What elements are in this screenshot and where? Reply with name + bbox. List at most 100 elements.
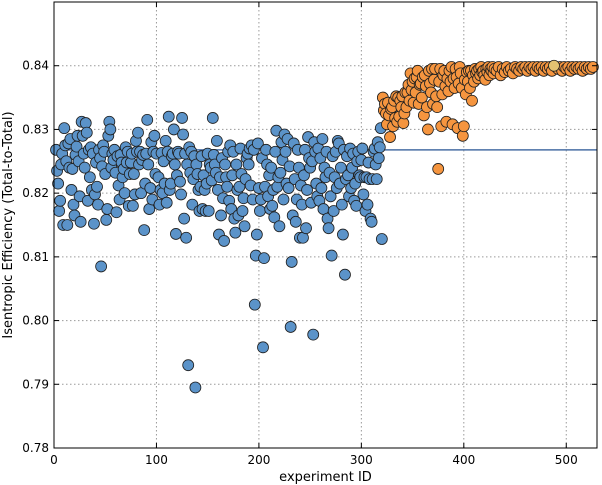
series-1-point (242, 158, 255, 171)
series-1-point (160, 196, 173, 209)
series-1-point (221, 180, 234, 193)
series-2-point (431, 101, 444, 114)
y-tick-label: 0.79 (22, 377, 49, 391)
series-2-point (432, 163, 445, 175)
series-1-point (356, 142, 369, 155)
series-2-point (422, 123, 434, 136)
series-1-point (210, 134, 223, 147)
series-1-point (325, 249, 338, 262)
x-tick-label: 100 (145, 453, 168, 467)
series-1-point (324, 190, 337, 203)
series-1-point (189, 381, 202, 394)
series-1-point (180, 231, 193, 244)
x-tick-label: 400 (452, 453, 475, 467)
series-1-point (118, 187, 131, 200)
series-1-point (54, 194, 67, 207)
y-tick-label: 0.83 (22, 122, 49, 136)
series-1-point (233, 180, 246, 193)
series-1-point (289, 215, 302, 228)
series-1-point (88, 217, 100, 230)
y-axis-label: Isentropic Efficiency (Total-to-Total) (1, 111, 16, 338)
series-1-point (339, 268, 351, 281)
series-1-point (65, 184, 78, 196)
series-1-point (251, 137, 264, 150)
series-1-point (284, 321, 297, 333)
series-1-point (58, 122, 71, 135)
series-1-point (128, 168, 140, 180)
series-1-point (375, 233, 388, 245)
y-tick-label: 0.84 (22, 59, 49, 73)
y-tick-label: 0.82 (22, 186, 49, 200)
series-1-point (167, 123, 180, 136)
series-1-point (285, 256, 298, 268)
series-1-point (365, 215, 378, 228)
series-1-point (257, 341, 269, 354)
series-1-point (66, 163, 79, 175)
series-1-point (322, 222, 335, 235)
series-1-point (74, 215, 87, 228)
x-tick-label: 300 (350, 453, 373, 467)
series-1-point (80, 126, 93, 139)
y-tick-label: 0.80 (22, 314, 49, 328)
series-1-point (206, 112, 219, 124)
series-1-point (238, 220, 251, 233)
x-axis-label: experiment ID (279, 470, 372, 485)
series-1-point (178, 212, 191, 225)
series-1-point (282, 182, 295, 194)
series-1-point (258, 252, 270, 265)
series-1-point (350, 199, 363, 212)
series-1-point (236, 205, 249, 217)
y-tick-label: 0.78 (22, 441, 49, 455)
series-1-point (300, 222, 312, 235)
series-1-point (170, 228, 182, 240)
series-1-point (78, 161, 91, 174)
series-2-point (457, 120, 470, 133)
series-1-point (53, 205, 66, 217)
series-1-point (126, 199, 139, 212)
series-1-point (229, 226, 242, 239)
series-1-point (279, 145, 292, 158)
highlight-point (548, 59, 560, 72)
series-1-point (250, 228, 263, 241)
series-1-point (370, 173, 383, 186)
plot-frame (53, 1, 598, 449)
series-1-point (219, 158, 231, 171)
series-1-point (110, 206, 123, 219)
series-1-point (168, 158, 181, 171)
axis-ticks: 0 100 200 300 400 500 0.78 0.79 0.80 0.81 0.82 0.83… (22, 2, 597, 467)
x-tick-label: 200 (247, 453, 270, 467)
series-1-point (148, 129, 161, 142)
series-1-point (248, 298, 261, 311)
series-1-point (182, 359, 195, 372)
x-tick-label: 500 (555, 453, 578, 467)
series-1-point (162, 110, 175, 123)
series-1-point (254, 205, 266, 217)
series-1-point (142, 158, 155, 171)
series-1-point (174, 175, 186, 188)
series-1-point (373, 141, 386, 154)
series-2-point (384, 131, 396, 143)
data-points (50, 59, 599, 394)
series-1-point (277, 193, 290, 206)
series-2-point (466, 94, 478, 107)
series-1-point (372, 152, 385, 165)
x-tick-label: 0 (50, 453, 58, 467)
series-1-point (215, 209, 227, 222)
series-1-point (100, 214, 113, 226)
series-1-point (61, 219, 74, 231)
series-1-point (202, 205, 215, 217)
series-1-point (83, 171, 96, 184)
series-1-point (316, 133, 329, 145)
series-1-point (298, 169, 310, 182)
series-1-point (307, 328, 320, 341)
series-1-point (361, 198, 374, 211)
series-1-point (95, 260, 108, 273)
series-1-point (144, 182, 157, 194)
series-1-point (159, 134, 172, 147)
series-1-point (327, 205, 340, 217)
series-1-point (265, 161, 278, 174)
series-1-point (91, 180, 103, 193)
y-tick-label: 0.81 (22, 250, 49, 264)
